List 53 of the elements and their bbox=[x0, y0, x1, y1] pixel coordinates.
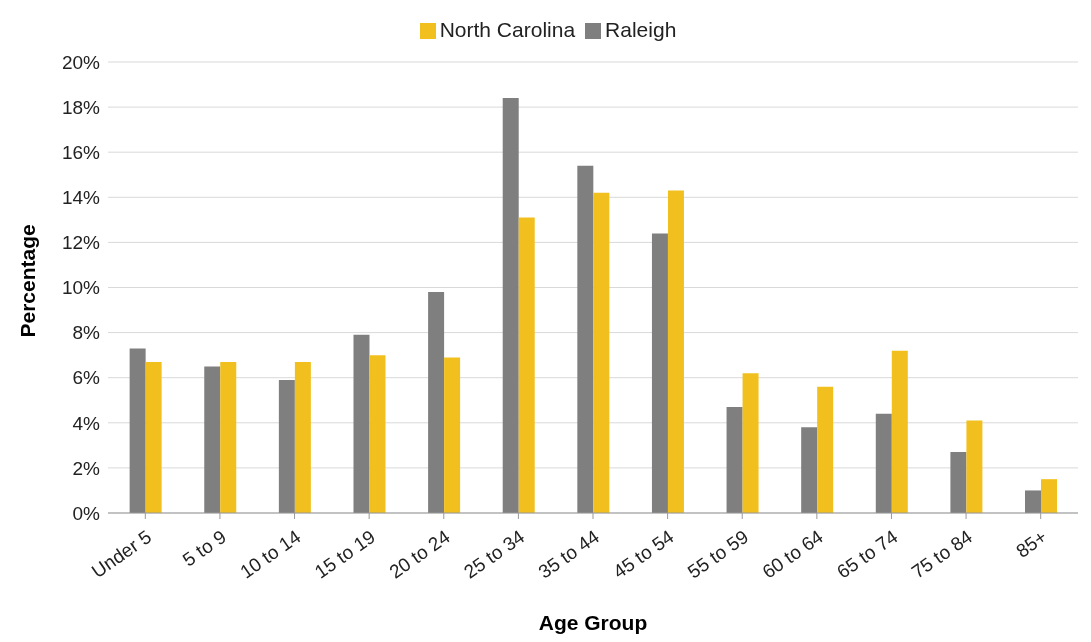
x-tick-label: 55 to 59 bbox=[683, 525, 753, 583]
bar bbox=[593, 192, 610, 513]
x-tick-label: 20 to 24 bbox=[385, 525, 455, 583]
x-tick-label: 60 to 64 bbox=[758, 525, 828, 583]
bar bbox=[966, 420, 983, 513]
y-tick-label: 10% bbox=[61, 277, 101, 299]
y-tick-label: 20% bbox=[61, 51, 101, 73]
bar bbox=[502, 98, 519, 513]
bar bbox=[875, 413, 892, 513]
bar bbox=[950, 452, 967, 513]
bar bbox=[220, 361, 237, 513]
bar bbox=[145, 361, 162, 513]
bar bbox=[726, 407, 743, 513]
y-tick-label: 0% bbox=[72, 502, 101, 524]
bar bbox=[817, 386, 834, 513]
y-tick-label: 2% bbox=[72, 457, 101, 479]
bar bbox=[353, 334, 370, 513]
legend-label: Raleigh bbox=[605, 18, 677, 41]
bar bbox=[801, 427, 818, 513]
x-tick-label: 15 to 19 bbox=[310, 525, 380, 583]
bar bbox=[204, 366, 221, 513]
bar bbox=[651, 233, 668, 513]
x-tick-label: 10 to 14 bbox=[236, 525, 305, 583]
x-tick-label: 85+ bbox=[1012, 525, 1051, 562]
x-tick-label: 35 to 44 bbox=[534, 525, 604, 583]
bar bbox=[667, 190, 684, 513]
bar bbox=[742, 373, 759, 513]
bar bbox=[428, 292, 445, 513]
y-tick-label: 18% bbox=[61, 96, 101, 118]
x-axis-title: Age Group bbox=[538, 611, 648, 634]
bar bbox=[1041, 479, 1058, 513]
y-tick-label: 16% bbox=[61, 141, 101, 163]
bar bbox=[369, 355, 386, 513]
x-tick-label: 5 to 9 bbox=[178, 525, 230, 571]
bar bbox=[891, 350, 908, 513]
y-tick-label: 14% bbox=[61, 187, 101, 209]
x-tick-label: 65 to 74 bbox=[833, 525, 902, 583]
x-tick-label: 45 to 54 bbox=[609, 525, 678, 583]
y-tick-label: 8% bbox=[72, 322, 101, 344]
bar bbox=[444, 357, 461, 513]
bar bbox=[577, 165, 594, 513]
legend-label: North Carolina bbox=[439, 18, 576, 41]
bar bbox=[278, 379, 295, 513]
y-tick-label: 4% bbox=[72, 412, 101, 434]
y-axis-title: Percentage bbox=[16, 224, 40, 338]
bar bbox=[294, 361, 311, 513]
bar bbox=[129, 348, 146, 513]
y-tick-label: 6% bbox=[72, 367, 101, 389]
bar bbox=[1025, 490, 1042, 513]
x-tick-label: 25 to 34 bbox=[460, 525, 529, 583]
x-tick-label: 75 to 84 bbox=[907, 525, 977, 583]
y-tick-label: 12% bbox=[61, 232, 101, 254]
bar bbox=[518, 217, 535, 513]
